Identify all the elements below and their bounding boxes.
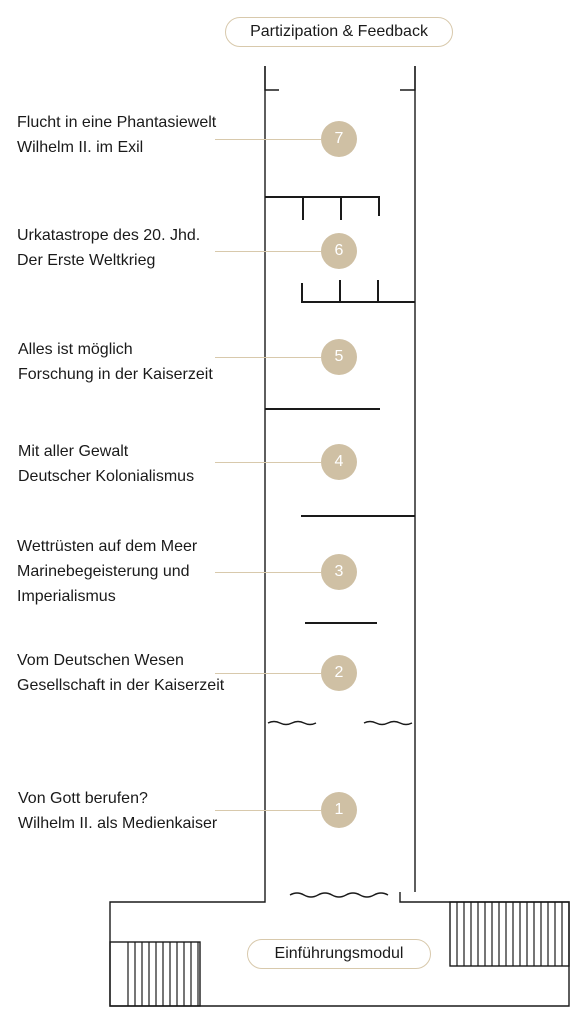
section-5-line1: Alles ist möglich: [18, 341, 133, 358]
section-6-line2: Der Erste Weltkrieg: [17, 252, 156, 269]
section-5-marker: 5: [321, 339, 357, 375]
section-1-line2: Wilhelm II. als Medienkaiser: [18, 815, 218, 832]
section-1-connector: [215, 810, 321, 811]
partizipation-feedback-label: Partizipation & Feedback: [225, 17, 453, 47]
section-5-title: Alles ist möglich Forschung in der Kaise…: [18, 337, 213, 387]
section-2-line1: Vom Deutschen Wesen: [17, 652, 184, 669]
section-4-title: Mit aller Gewalt Deutscher Kolonialismus: [18, 439, 194, 489]
section-1-line1: Von Gott berufen?: [18, 790, 148, 807]
section-6-line1: Urkatastrope des 20. Jhd.: [17, 227, 201, 244]
section-3-line3: Imperialismus: [17, 588, 116, 605]
section-4-line2: Deutscher Kolonialismus: [18, 468, 195, 485]
section-3-marker: 3: [321, 554, 357, 590]
section-7-title: Flucht in eine Phantasiewelt Wilhelm II.…: [17, 110, 216, 160]
section-3-line1: Wettrüsten auf dem Meer: [17, 538, 198, 555]
section-6-title: Urkatastrope des 20. Jhd. Der Erste Welt…: [17, 223, 200, 273]
section-6-marker: 6: [321, 233, 357, 269]
section-2-connector: [215, 673, 321, 674]
section-4-connector: [215, 462, 321, 463]
section-7-connector: [215, 139, 321, 140]
section-3-line2: Marinebegeisterung und: [17, 563, 190, 580]
section-7-marker: 7: [321, 121, 357, 157]
section-5-line2: Forschung in der Kaiserzeit: [18, 366, 213, 383]
section-2-marker: 2: [321, 655, 357, 691]
section-2-line2: Gesellschaft in der Kaiserzeit: [17, 677, 225, 694]
section-4-marker: 4: [321, 444, 357, 480]
section-6-connector: [215, 251, 321, 252]
section-3-connector: [215, 572, 321, 573]
section-1-title: Von Gott berufen? Wilhelm II. als Medien…: [18, 786, 217, 836]
section-2-title: Vom Deutschen Wesen Gesellschaft in der …: [17, 648, 224, 698]
einfuehrungsmodul-label: Einführungsmodul: [247, 939, 431, 969]
section-4-line1: Mit aller Gewalt: [18, 443, 129, 460]
section-7-line1: Flucht in eine Phantasiewelt: [17, 114, 217, 131]
section-5-connector: [215, 357, 321, 358]
section-1-marker: 1: [321, 792, 357, 828]
section-3-title: Wettrüsten auf dem Meer Marinebegeisteru…: [17, 534, 197, 609]
section-7-line2: Wilhelm II. im Exil: [17, 139, 144, 156]
